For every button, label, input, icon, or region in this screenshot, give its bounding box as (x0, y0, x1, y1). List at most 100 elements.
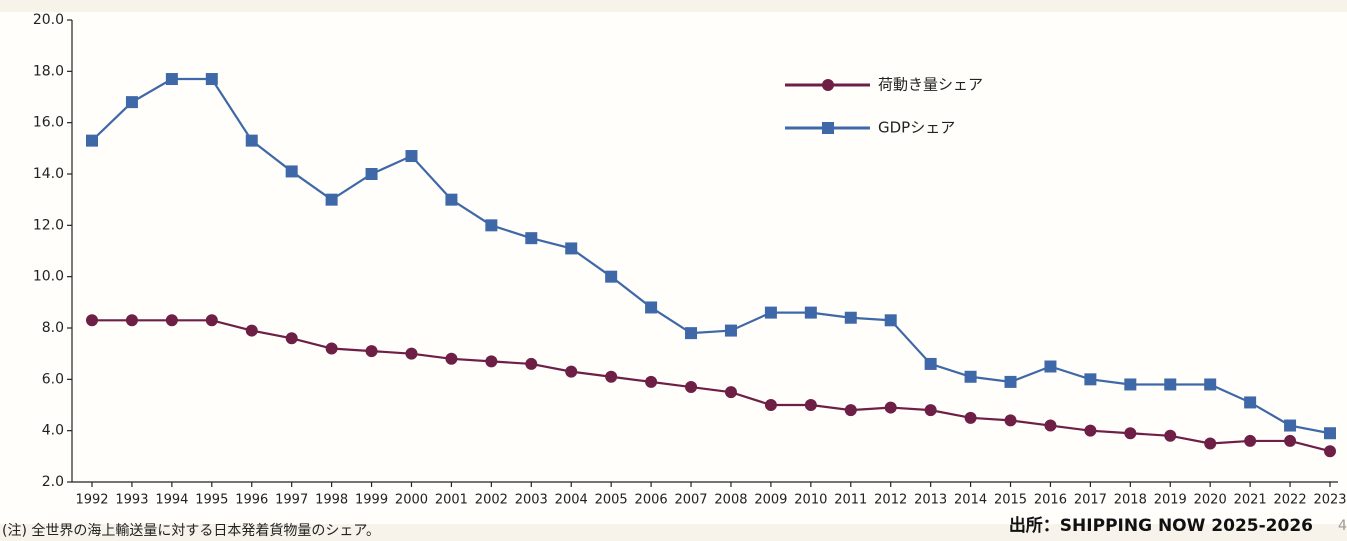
x-tick-label: 2012 (874, 493, 907, 508)
y-tick-label: 2.0 (42, 474, 64, 490)
point (724, 386, 737, 399)
page-number: 4 (1338, 518, 1347, 534)
y-tick-label: 14.0 (33, 166, 64, 182)
point (724, 324, 737, 337)
point (525, 357, 538, 370)
point (245, 134, 258, 147)
point (685, 381, 698, 394)
point (365, 345, 378, 358)
x-tick-label: 2011 (834, 493, 867, 508)
point (1044, 419, 1057, 432)
point (205, 73, 218, 86)
y-tick-label: 6.0 (42, 371, 64, 387)
x-tick-label: 2023 (1313, 493, 1346, 508)
point (844, 311, 857, 324)
x-tick-label: 2008 (714, 493, 747, 508)
y-tick-label: 18.0 (33, 63, 64, 79)
point (924, 357, 937, 370)
point (844, 404, 857, 417)
series-line (92, 319, 1331, 453)
x-tick-label: 2021 (1234, 493, 1267, 508)
point (1084, 424, 1097, 437)
legend-label: 荷動き量シェア (878, 76, 983, 94)
point (485, 355, 498, 368)
point (445, 352, 458, 365)
point (125, 314, 138, 327)
x-tick-label: 2019 (1154, 493, 1187, 508)
point (165, 314, 178, 327)
point (86, 134, 98, 147)
plot-background (0, 12, 1347, 524)
x-tick-label: 1994 (155, 493, 188, 508)
point (924, 404, 937, 417)
x-tick-label: 2016 (1034, 493, 1067, 508)
point (884, 401, 897, 414)
x-tick-label: 2015 (994, 493, 1027, 508)
point (822, 79, 834, 91)
point (1284, 434, 1297, 447)
point (1204, 437, 1217, 450)
point (1004, 414, 1017, 427)
note: (注) 全世界の海上輸送量に対する日本発着貨物量のシェア。 (2, 522, 380, 539)
point (1244, 396, 1257, 409)
point (764, 306, 777, 319)
point (245, 324, 258, 337)
series-line (91, 77, 1331, 435)
x-tick-label: 1992 (75, 493, 108, 508)
x-tick-label: 2005 (595, 493, 628, 508)
point (565, 365, 578, 378)
point (1164, 429, 1177, 442)
legend-label: GDPシェア (878, 119, 955, 137)
x-tick-label: 2001 (435, 493, 468, 508)
point (1044, 360, 1057, 373)
x-tick-label: 1997 (275, 493, 308, 508)
point (365, 168, 378, 180)
x-tick-label: 2017 (1074, 493, 1107, 508)
point (1244, 434, 1257, 447)
point (525, 232, 538, 245)
point (205, 314, 218, 327)
point (1204, 378, 1217, 391)
x-tick-label: 2002 (475, 493, 508, 508)
point (1004, 375, 1017, 388)
point (405, 347, 418, 360)
point (1124, 427, 1137, 440)
point (1324, 427, 1336, 440)
point (964, 411, 977, 424)
point (405, 150, 418, 163)
x-tick-label: 2013 (914, 493, 947, 508)
point (645, 301, 658, 314)
x-tick-label: 2010 (794, 493, 827, 508)
point (605, 370, 618, 383)
x-tick-label: 2009 (754, 493, 787, 508)
point (605, 270, 618, 283)
x-tick-label: 1995 (195, 493, 228, 508)
x-tick-label: 1998 (315, 493, 348, 508)
x-tick-label: 2006 (635, 493, 668, 508)
y-tick-label: 12.0 (33, 217, 64, 233)
y-tick-label: 16.0 (33, 115, 64, 131)
point (1284, 419, 1297, 432)
source: 出所：SHIPPING NOW 2025-2026 (1009, 515, 1313, 536)
point (804, 306, 817, 319)
point (165, 73, 178, 86)
point (565, 242, 578, 255)
x-tick-label: 1993 (115, 493, 148, 508)
point (325, 193, 338, 206)
point (685, 327, 698, 340)
point (1124, 378, 1137, 391)
point (964, 370, 977, 383)
x-tick-label: 2020 (1194, 493, 1227, 508)
y-tick-label: 4.0 (42, 423, 64, 439)
point (485, 219, 498, 232)
x-tick-label: 1996 (235, 493, 268, 508)
point (884, 314, 897, 327)
point (325, 342, 338, 355)
point (1164, 378, 1177, 391)
point (445, 193, 458, 206)
x-tick-label: 2014 (954, 493, 987, 508)
x-tick-label: 2018 (1114, 493, 1147, 508)
y-tick-label: 8.0 (42, 320, 64, 336)
